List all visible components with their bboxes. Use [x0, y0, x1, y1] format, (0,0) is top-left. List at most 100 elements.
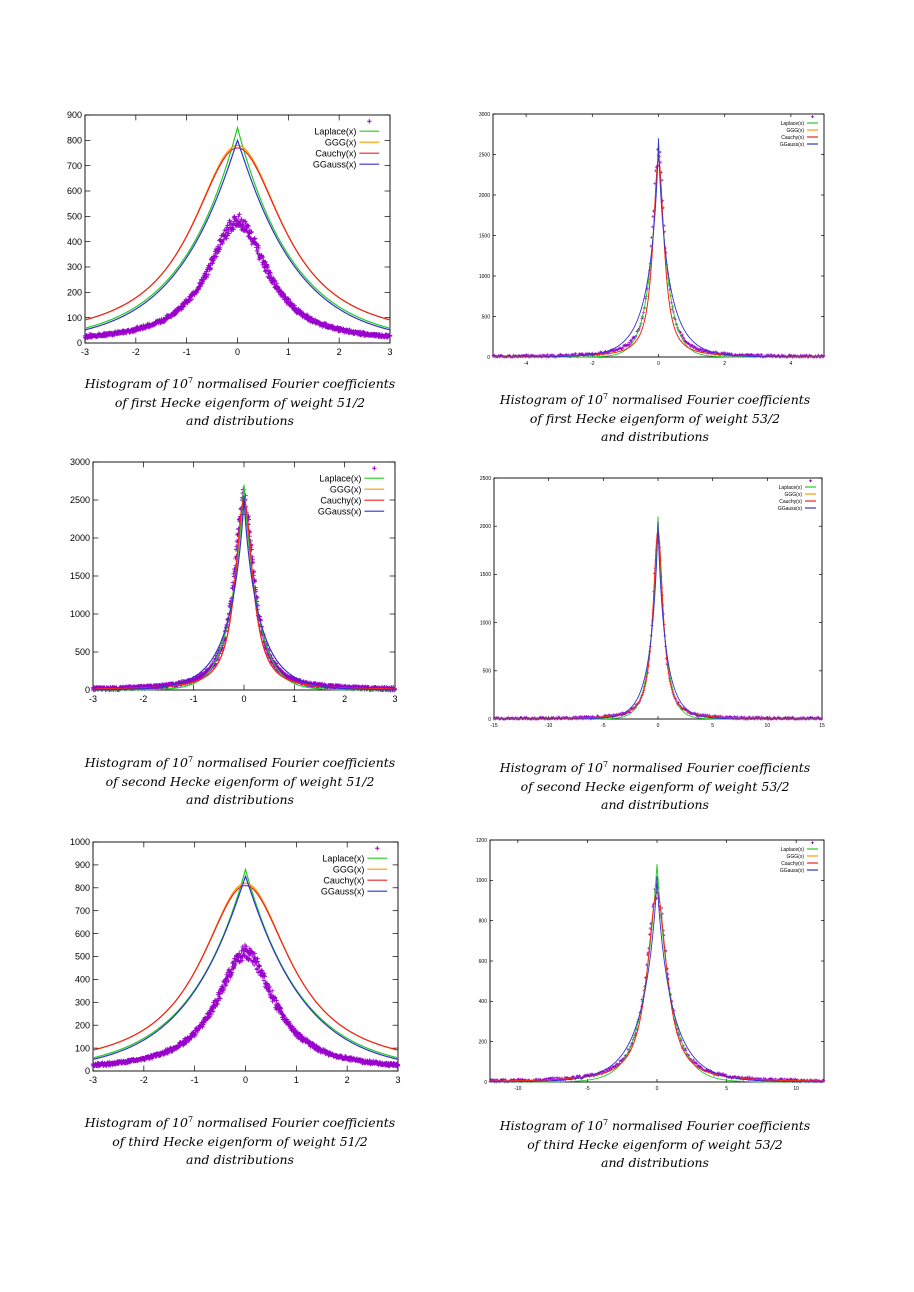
- legend-label: GGG(x): [785, 492, 803, 498]
- data-point: [630, 337, 634, 341]
- data-point: [693, 345, 697, 349]
- figure-caption: Histogram of 107 normalised Fourier coef…: [40, 1114, 440, 1170]
- data-point: [220, 989, 225, 995]
- chart-panel: -10 -5 0 5 10 0 200 400 600 800 1000 1200 Laplace(x)…: [470, 832, 840, 1097]
- data-point: [740, 1075, 744, 1079]
- data-point: [231, 221, 236, 226]
- data-point: [247, 956, 252, 961]
- series-line-ggg: [84, 144, 391, 321]
- data-point: [193, 1032, 198, 1037]
- chart-panel: -3 -2 -1 0 1 2 3 0 100 200 300 400 500 600 700 800 900 10…: [45, 832, 445, 1092]
- data-point: [395, 1063, 401, 1068]
- x-tick-label: 2: [342, 694, 347, 704]
- x-tick-label: -1: [191, 1075, 199, 1085]
- chart-panel: -15 -10 -5 0 5 10 15 0 500 1000 1500 2000 2500 Laplac…: [470, 470, 840, 735]
- chart-panel: -4 -2 0 2 4 0 500 1000 1500 2000 2500 3000 Laplace(x…: [470, 105, 840, 370]
- legend-label: Cauchy(x): [781, 861, 804, 867]
- x-tick-label: 2: [337, 347, 342, 357]
- data-point: [255, 248, 260, 254]
- histogram-chart: -10 -5 0 5 10 0 200 400 600 800 1000 1200 Laplace(x)…: [476, 838, 826, 1092]
- series-line-ggg: [92, 882, 399, 1051]
- y-tick-label: 2000: [70, 533, 90, 543]
- y-tick-label: 1500: [480, 572, 491, 578]
- legend-label: Cauchy(x): [781, 135, 804, 141]
- series-line-cauchy: [493, 157, 824, 358]
- data-point: [208, 266, 214, 272]
- data-point: [791, 715, 795, 719]
- legend-label: GGauss(x): [780, 868, 805, 874]
- legend-label: Laplace(x): [319, 473, 361, 483]
- data-point: [545, 353, 549, 356]
- data-point: [251, 962, 257, 968]
- y-tick-label: 600: [479, 959, 488, 965]
- data-point: [210, 1009, 216, 1014]
- legend-label: Laplace(x): [781, 847, 805, 853]
- caption-line-1: Histogram of 107 normalised Fourier coef…: [499, 759, 811, 775]
- data-point: [679, 331, 683, 334]
- data-point: [217, 991, 223, 996]
- data-point: [252, 236, 258, 242]
- histogram-points: [90, 942, 401, 1069]
- series-line-ggauss: [93, 496, 395, 691]
- series-line-ggg: [493, 157, 824, 358]
- data-point: [697, 1063, 701, 1067]
- series-line-ggauss: [92, 874, 399, 1060]
- data-point: [292, 1027, 298, 1033]
- data-point: [230, 959, 236, 965]
- legend-histogram-marker: [811, 115, 814, 118]
- data-point: [204, 274, 210, 280]
- data-point: [693, 1060, 697, 1064]
- caption-line-2: of second Hecke eigenform of weight 53/2: [520, 778, 790, 794]
- data-point: [730, 352, 734, 356]
- y-tick-label: 0: [85, 1066, 90, 1076]
- histogram-points: [90, 487, 398, 693]
- legend-label: Laplace(x): [781, 121, 805, 127]
- data-point: [213, 1004, 218, 1010]
- data-point: [387, 333, 393, 338]
- x-tick-label: -2: [590, 361, 595, 367]
- data-point: [228, 974, 233, 980]
- legend-label: GGauss(x): [318, 506, 362, 516]
- y-tick-label: 100: [67, 313, 82, 323]
- caption-line-1: Histogram of 107 normalised Fourier coef…: [84, 754, 396, 770]
- data-point: [617, 347, 621, 351]
- series-line-ggauss: [490, 876, 824, 1083]
- y-tick-label: 400: [479, 999, 488, 1005]
- figure-caption: Histogram of 107 normalised Fourier coef…: [455, 759, 855, 815]
- figure-caption: Histogram of 107 normalised Fourier coef…: [40, 754, 440, 810]
- data-point: [723, 351, 726, 355]
- data-point: [224, 236, 229, 241]
- data-point: [550, 353, 554, 356]
- x-tick-label: -1: [183, 347, 191, 357]
- data-point: [189, 296, 195, 302]
- data-point: [648, 926, 652, 930]
- data-point: [257, 964, 262, 969]
- series-line-ggauss: [494, 521, 822, 720]
- data-point: [735, 715, 739, 718]
- y-tick-label: 0: [484, 1080, 487, 1086]
- data-point: [267, 983, 272, 989]
- data-point: [682, 336, 686, 340]
- data-point: [261, 978, 267, 983]
- series-line-cauchy: [490, 891, 824, 1082]
- legend-histogram-marker: [811, 841, 814, 844]
- x-tick-label: -2: [132, 347, 140, 357]
- legend-label: GGauss(x): [780, 142, 805, 148]
- data-point: [660, 906, 664, 910]
- legend-label: GGauss(x): [321, 886, 365, 896]
- data-point: [181, 303, 187, 309]
- data-point: [700, 1066, 703, 1070]
- y-tick-label: 200: [75, 1020, 90, 1030]
- y-tick-label: 800: [67, 135, 82, 145]
- caption-line-3: and distributions: [186, 1152, 294, 1167]
- series-line-laplace: [490, 864, 824, 1083]
- data-point: [567, 353, 571, 357]
- y-tick-label: 3000: [479, 112, 490, 118]
- y-tick-label: 1000: [480, 620, 491, 626]
- data-point: [201, 277, 207, 283]
- x-tick-label: 3: [392, 694, 397, 704]
- y-tick-label: 1000: [70, 837, 90, 847]
- x-tick-label: 0: [235, 347, 240, 357]
- data-point: [578, 1074, 582, 1077]
- data-point: [240, 958, 245, 963]
